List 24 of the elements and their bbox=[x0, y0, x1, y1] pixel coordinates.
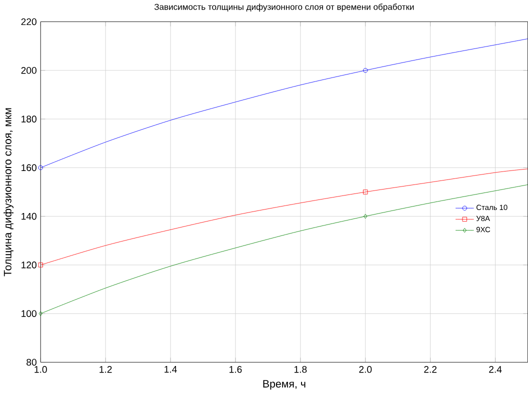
x-axis-title: Время, ч bbox=[263, 380, 306, 390]
y-tick-label: 200 bbox=[21, 66, 36, 74]
y-tick-label: 160 bbox=[22, 164, 36, 171]
y-tick-label: 120 bbox=[22, 261, 36, 268]
x-tick-label: 2.4 bbox=[489, 366, 502, 373]
y-axis-title: Толщина дифузионного слоя, мкм bbox=[4, 108, 14, 276]
point bbox=[363, 68, 368, 73]
y-tick-label: 220 bbox=[21, 18, 36, 26]
point bbox=[38, 262, 43, 268]
point bbox=[364, 214, 368, 219]
x-tick-label: 1.0 bbox=[34, 366, 47, 373]
point bbox=[363, 190, 368, 194]
y-tick-label: 80 bbox=[26, 358, 36, 366]
line-series bbox=[40, 168, 528, 266]
x-tick-label: 1.4 bbox=[164, 366, 177, 372]
x-tick-label: 1.8 bbox=[294, 366, 307, 373]
y-tick-label: 140 bbox=[22, 212, 36, 220]
x-tick-label: 1.6 bbox=[230, 366, 242, 373]
x-tick-label: 2.0 bbox=[359, 366, 372, 373]
y-tick-label: 100 bbox=[22, 310, 36, 317]
x-tick-label: 1.2 bbox=[100, 366, 112, 373]
x-tick-label: 2.2 bbox=[424, 366, 437, 373]
chart-title: Зависимость толщины дифузионного слоя от времени обработки bbox=[154, 3, 414, 12]
y-tick-label: 180 bbox=[22, 116, 36, 122]
